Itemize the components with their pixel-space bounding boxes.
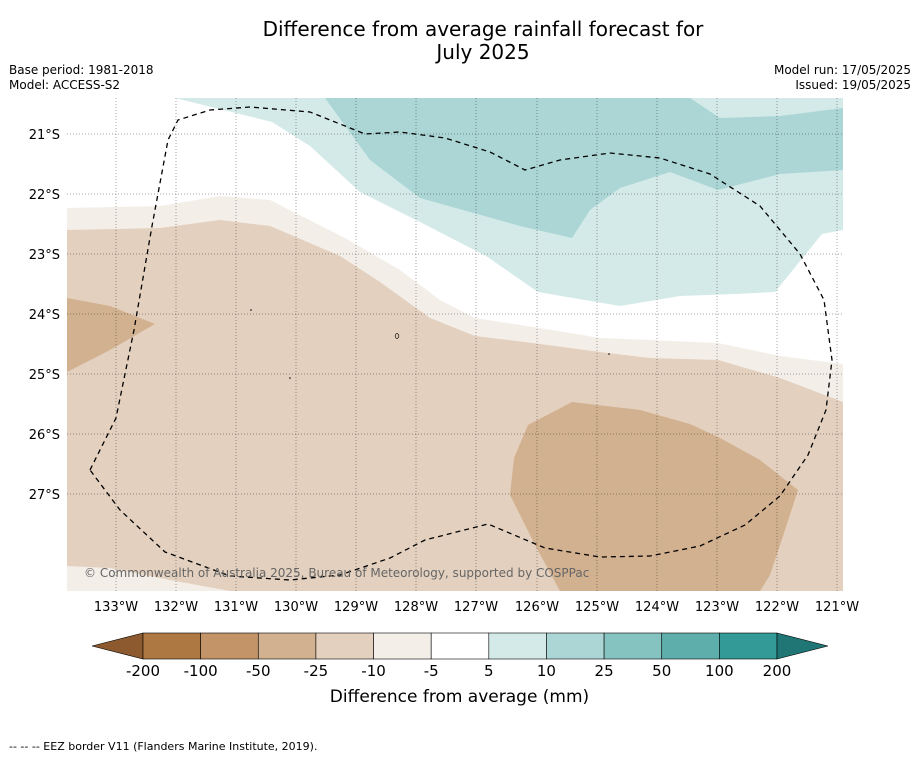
colorbar-tick-label: 25 <box>595 662 614 680</box>
title-line-2: July 2025 <box>436 40 530 64</box>
band-neg-50-25-south <box>510 402 798 591</box>
lat-label: 21°S <box>29 128 60 143</box>
meta-right: Model run: 17/05/2025 Issued: 19/05/2025 <box>774 63 911 93</box>
band-neg-50-25-west <box>67 298 155 372</box>
map-panel: © Commonwealth of Australia 2025, Bureau… <box>67 98 843 591</box>
colorbar-box <box>603 632 663 660</box>
colorbar-tick-label: -10 <box>361 662 386 680</box>
base-period: Base period: 1981-2018 <box>9 63 154 77</box>
colorbar-box <box>546 632 605 660</box>
colorbar-box <box>488 632 547 660</box>
colorbar-box <box>373 632 432 660</box>
lat-label: 23°S <box>29 248 60 263</box>
meta-left: Base period: 1981-2018 Model: ACCESS-S2 <box>9 63 154 93</box>
island-marker <box>394 333 400 339</box>
lon-label: 125°W <box>575 600 619 615</box>
island-marker <box>608 353 610 355</box>
lon-label: 126°W <box>515 600 559 615</box>
colorbar-tick-label: -50 <box>246 662 271 680</box>
lon-label: 128°W <box>394 600 438 615</box>
island-marker <box>250 309 252 311</box>
island-marker <box>289 377 291 379</box>
lat-labels: 21°S 22°S 23°S 24°S 25°S 26°S 27°S <box>29 128 60 503</box>
colorbar-box <box>719 632 778 660</box>
lon-label: 121°W <box>815 600 859 615</box>
colorbar-tick-label: -25 <box>304 662 329 680</box>
colorbar-boxes <box>142 632 778 660</box>
gridlines <box>67 98 843 591</box>
lon-label: 123°W <box>695 600 739 615</box>
colorbar: -200 -100 -50 -25 -10 -5 5 10 25 50 100 200 <box>91 632 829 680</box>
lat-label: 22°S <box>29 188 60 203</box>
colorbar-box <box>315 632 374 660</box>
colorbar-tick-label: -100 <box>184 662 218 680</box>
title-line-1: Difference from average rainfall forecas… <box>262 17 704 41</box>
lat-label: 27°S <box>29 488 60 503</box>
colorbar-tick-label: 50 <box>652 662 671 680</box>
model-name: Model: ACCESS-S2 <box>9 78 121 92</box>
colorbar-box <box>142 632 201 660</box>
colorbar-tick-label: 200 <box>763 662 792 680</box>
colorbar-box <box>661 632 720 660</box>
lon-label: 122°W <box>755 600 799 615</box>
lat-label: 24°S <box>29 308 60 323</box>
colorbar-high-arrow <box>776 632 829 660</box>
colorbar-label: Difference from average (mm) <box>329 687 590 707</box>
lon-label: 133°W <box>94 600 138 615</box>
colorbar-tick-label: 10 <box>537 662 556 680</box>
lon-label: 131°W <box>214 600 258 615</box>
colorbar-ticks: -200 -100 -50 -25 -10 -5 5 10 25 50 100 200 <box>126 662 791 680</box>
colorbar-box <box>257 632 317 660</box>
lon-label: 130°W <box>274 600 318 615</box>
lon-label: 124°W <box>635 600 679 615</box>
band-pos-10-25 <box>325 98 843 238</box>
colorbar-tick-label: -5 <box>424 662 439 680</box>
chart-title: Difference from average rainfall forecas… <box>0 18 919 64</box>
lon-label: 129°W <box>334 600 378 615</box>
model-run: Model run: 17/05/2025 <box>773 63 911 77</box>
colorbar-tick-label: -200 <box>126 662 160 680</box>
lon-label: 127°W <box>454 600 498 615</box>
issued-date: Issued: 19/05/2025 <box>795 78 911 92</box>
band-neg-10-5-bottom <box>67 566 230 591</box>
colorbar-tick-label: 5 <box>484 662 494 680</box>
colorbar-low-arrow <box>91 632 144 660</box>
lat-label: 26°S <box>29 428 60 443</box>
colorbar-box <box>430 632 490 660</box>
colorbar-tick-label: 100 <box>705 662 734 680</box>
lon-label: 132°W <box>154 600 198 615</box>
lon-labels: 133°W 132°W 131°W 130°W 129°W 128°W 127°… <box>94 600 859 615</box>
colorbar-box <box>200 632 259 660</box>
footnote: -- -- -- EEZ border V11 (Flanders Marine… <box>9 740 318 753</box>
copyright-text: © Commonwealth of Australia 2025, Bureau… <box>84 566 589 580</box>
lat-label: 25°S <box>29 368 60 383</box>
